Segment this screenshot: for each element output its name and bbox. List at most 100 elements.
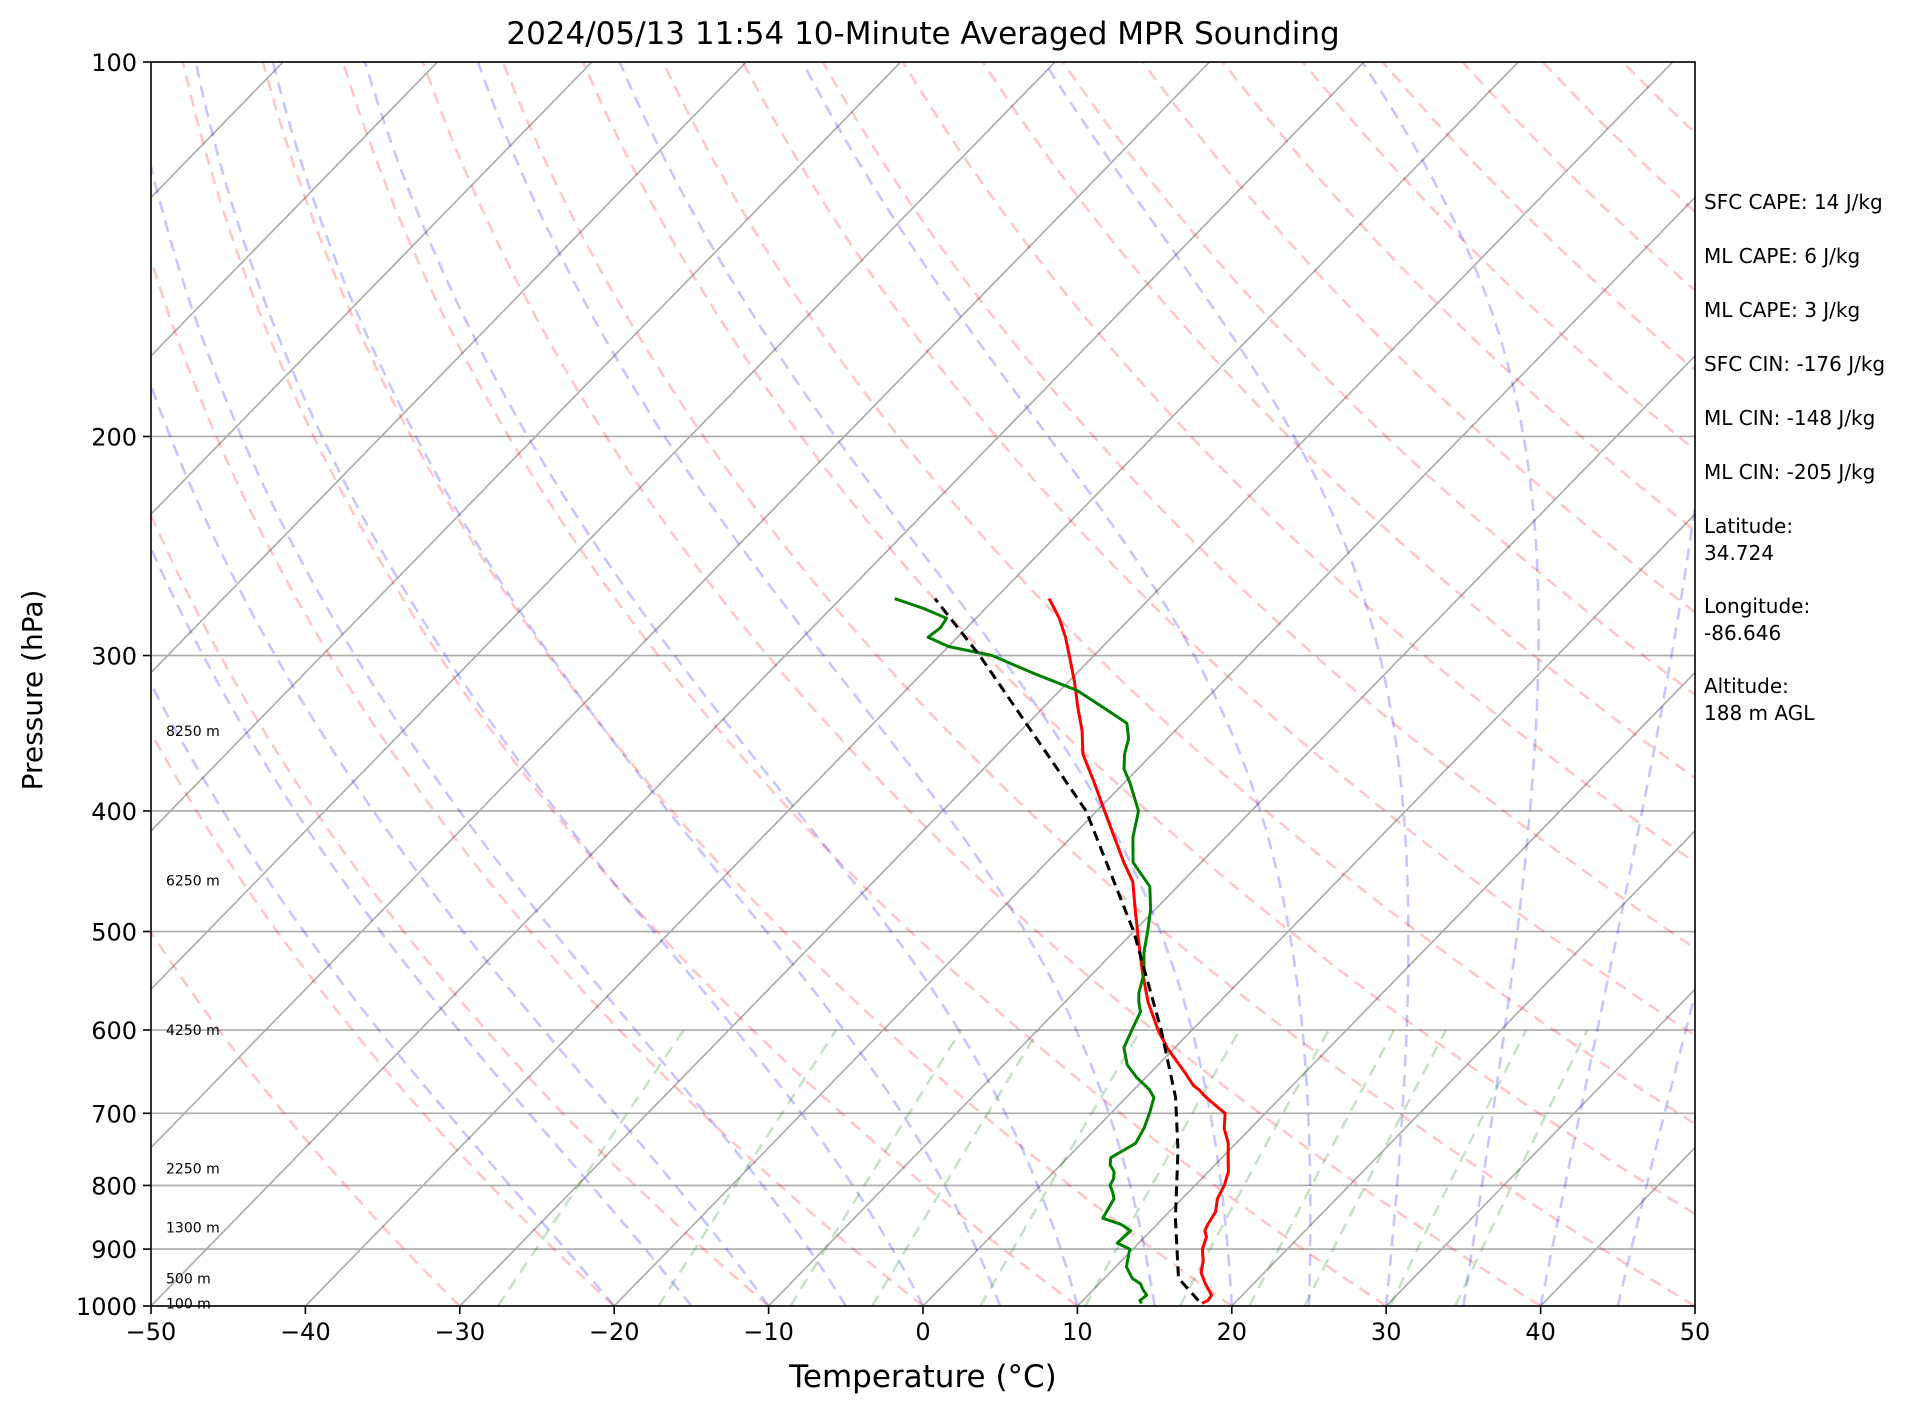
chart-title: 2024/05/13 11:54 10-Minute Averaged MPR … xyxy=(506,16,1339,52)
plot-background xyxy=(151,62,1695,1306)
isotherm-line xyxy=(304,62,1519,1306)
isotherm-line xyxy=(151,62,902,833)
dry-adiabat xyxy=(151,511,770,1306)
y-tick-label: 200 xyxy=(91,423,137,451)
dewpoint-line xyxy=(894,597,1156,1305)
mixing-ratio-line xyxy=(1454,1029,1589,1306)
mixing-ratio-line xyxy=(1248,1029,1396,1306)
annotation-text: Latitude: 34.724 xyxy=(1704,514,1793,565)
x-tick-label: 50 xyxy=(1680,1318,1711,1346)
temperature-line xyxy=(1047,597,1230,1305)
isotherm-line xyxy=(151,62,593,516)
dry-adiabat xyxy=(741,62,1695,1037)
annotation-text: SFC CIN: -176 J/kg xyxy=(1704,352,1885,376)
isotherm-line xyxy=(768,354,1695,1306)
y-tick-label: 500 xyxy=(91,919,137,947)
annotation-text: Longitude: -86.646 xyxy=(1704,594,1810,645)
y-tick-label: 600 xyxy=(91,1017,137,1045)
annotation-text: ML CAPE: 6 J/kg xyxy=(1704,244,1860,268)
moist-adiabat xyxy=(1616,989,1695,1306)
isotherm-line xyxy=(613,196,1695,1306)
x-axis-label: Temperature (°C) xyxy=(788,1359,1057,1395)
x-tick-label: 10 xyxy=(1062,1318,1093,1346)
dry-adiabat xyxy=(341,62,1387,1306)
mixing-ratio-line xyxy=(1178,1029,1330,1306)
mixing-ratio-line xyxy=(657,1029,838,1306)
x-tick-label: −10 xyxy=(743,1318,794,1346)
isotherm-line xyxy=(922,513,1695,1306)
moist-adiabat xyxy=(801,62,1312,1306)
y-tick-label: 800 xyxy=(91,1172,137,1200)
x-tick-label: 40 xyxy=(1525,1318,1556,1346)
moist-adiabat xyxy=(1539,62,1695,1306)
data-series xyxy=(894,597,1230,1305)
dry-adiabat xyxy=(261,62,1233,1306)
moist-adiabat xyxy=(1361,62,1541,1306)
height-label: 6250 m xyxy=(166,874,220,890)
isotherm-line xyxy=(1385,988,1695,1306)
mixing-ratio-line xyxy=(871,1029,1040,1306)
dry-adiabat xyxy=(1061,62,1695,697)
moist-adiabat xyxy=(151,545,693,1306)
annotation-text: ML CAPE: 3 J/kg xyxy=(1704,298,1860,322)
annotation-text: SFC CAPE: 14 J/kg xyxy=(1704,190,1883,214)
mixing-ratio-line xyxy=(496,1029,685,1306)
annotation-text: ML CIN: -205 J/kg xyxy=(1704,460,1875,484)
parcel-line xyxy=(933,597,1200,1302)
dry-adiabat xyxy=(1141,62,1695,614)
dry-adiabat xyxy=(901,62,1695,865)
y-axis-ticks: 1000 900 800 700 600 500 400 300 200 100 xyxy=(76,49,151,1321)
height-label: 4250 m xyxy=(166,1023,220,1039)
mixing-ratio-line xyxy=(1303,1029,1448,1306)
dry-adiabat xyxy=(151,930,461,1306)
moist-adiabat xyxy=(1043,62,1410,1306)
moist-adiabat xyxy=(151,681,616,1306)
isotherm-line xyxy=(151,62,1056,991)
isotherm-line xyxy=(151,62,1365,1306)
isotherm-line xyxy=(151,62,439,357)
height-label: 1300 m xyxy=(166,1221,220,1237)
dry-adiabat xyxy=(421,62,1542,1306)
dry-adiabat xyxy=(151,730,616,1306)
y-tick-label: 700 xyxy=(91,1100,137,1128)
y-tick-label: 400 xyxy=(91,798,137,826)
y-tick-label: 100 xyxy=(91,49,137,77)
background-reference-lines xyxy=(151,62,1695,1306)
isotherm-line xyxy=(459,62,1674,1306)
annotation-text: ML CIN: -148 J/kg xyxy=(1704,406,1875,430)
y-axis-label: Pressure (hPa) xyxy=(16,590,49,791)
x-tick-label: −20 xyxy=(589,1318,640,1346)
x-tick-label: −40 xyxy=(280,1318,331,1346)
y-tick-label: 300 xyxy=(91,643,137,671)
dry-adiabat xyxy=(661,62,1695,1126)
x-tick-label: 0 xyxy=(915,1318,930,1346)
dry-adiabat xyxy=(501,62,1695,1306)
dry-adiabat xyxy=(981,62,1695,780)
isotherm-line xyxy=(151,62,1211,1149)
mixing-ratio-line xyxy=(1388,1029,1528,1306)
mixing-ratio-line xyxy=(789,1029,963,1306)
moist-adiabat xyxy=(363,62,1079,1306)
height-label: 100 m xyxy=(166,1296,211,1312)
y-tick-label: 1000 xyxy=(76,1293,137,1321)
x-axis-ticks: −50 −40 −30 −20 −10 0 10 20 30 40 50 xyxy=(126,1306,1711,1346)
x-tick-label: 30 xyxy=(1371,1318,1402,1346)
dry-adiabat xyxy=(581,62,1695,1216)
x-tick-label: −50 xyxy=(126,1318,177,1346)
height-labels: 100 m 500 m 1300 m 2250 m 4250 m 6250 m 8250 m xyxy=(166,724,220,1312)
moist-adiabat xyxy=(618,62,1234,1306)
annotation-text: Altitude: 188 m AGL xyxy=(1704,674,1815,725)
height-label: 2250 m xyxy=(166,1161,220,1177)
sounding-annotations: SFC CAPE: 14 J/kg ML CAPE: 6 J/kg ML CAPE:… xyxy=(1704,190,1885,725)
mixing-ratio-line xyxy=(1084,1029,1241,1306)
moist-adiabat xyxy=(151,381,770,1306)
y-tick-label: 900 xyxy=(91,1236,137,1264)
isotherm-line xyxy=(151,62,747,674)
mixing-ratio-line xyxy=(979,1029,1142,1306)
moist-adiabat xyxy=(194,62,925,1306)
isotherm-line xyxy=(1076,671,1695,1306)
x-tick-label: 20 xyxy=(1217,1318,1248,1346)
moist-adiabat xyxy=(151,161,847,1306)
dry-adiabat xyxy=(181,62,1079,1306)
